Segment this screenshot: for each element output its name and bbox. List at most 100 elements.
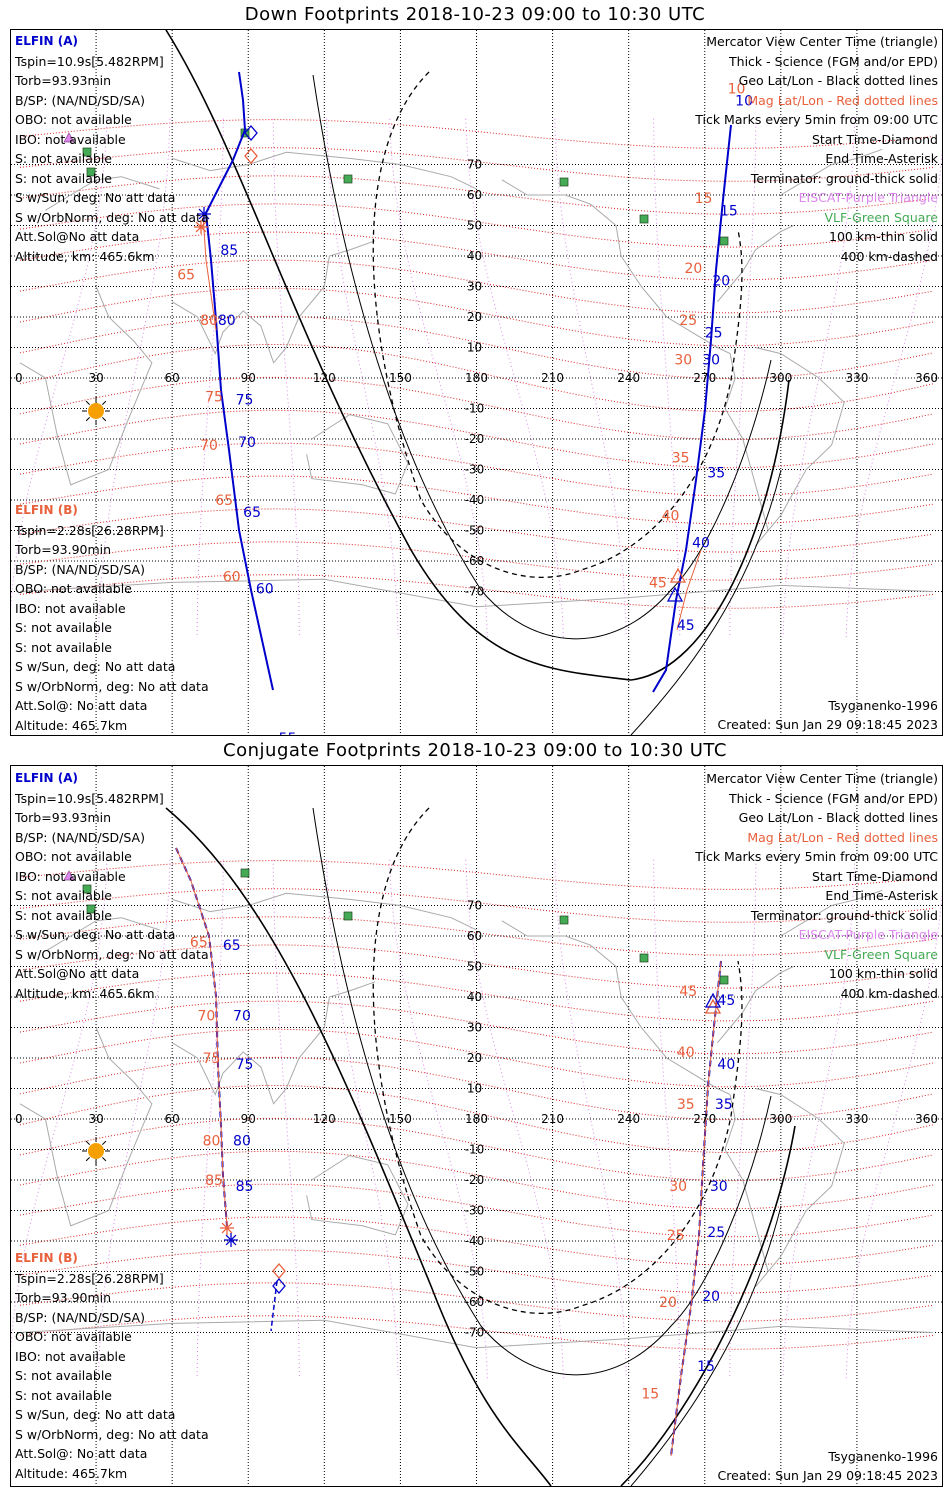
legend-item: Start Time-Diamond [811, 131, 938, 147]
vlf-station-square [82, 147, 92, 157]
lat-tick-label: -20 [465, 1173, 485, 1187]
sun-ray [85, 400, 90, 405]
mag-longitude-line [729, 859, 757, 1379]
lon-tick-label: 240 [617, 1112, 640, 1126]
sc-b-lines: Tspin=2.28s[26.28RPM] Torb=93.90min B/SP: … [15, 521, 209, 736]
legend-item: 100 km-thin solid [829, 966, 938, 981]
legend-item: Tick Marks every 5min from 09:00 UTC [695, 849, 938, 864]
sc-a-label: ELFIN (A) [15, 34, 78, 48]
info-line: Att.Sol@: No att data [15, 1446, 148, 1461]
info-line: OBO: not available [15, 112, 132, 127]
mag-latitude-line [19, 574, 934, 609]
coastline [19, 286, 153, 486]
lon-tick-label: 0 [15, 1112, 23, 1126]
legend-item: 100 km-thin solid [829, 229, 938, 244]
lon-tick-label: 270 [693, 371, 716, 385]
lon-tick-label: 150 [389, 371, 412, 385]
sun-ray [85, 1157, 90, 1162]
info-line: S: not available [15, 151, 112, 166]
legend-item: VLF-Green Square [824, 209, 938, 225]
lat-tick-label: -30 [465, 1204, 485, 1218]
info-line: Tspin=2.28s[26.28RPM] [15, 1270, 164, 1286]
end-asterisk [221, 1222, 233, 1234]
terminator-100km [312, 74, 782, 735]
sc-a-tick-label: 70 [238, 435, 256, 451]
legend: Mercator View Center Time (triangle) Thic… [695, 32, 938, 266]
lon-tick-label: 240 [617, 371, 640, 385]
info-line: IBO: not available [15, 1348, 126, 1364]
sun-icon [88, 1143, 104, 1159]
mag-longitude-line [653, 859, 681, 1379]
sc-b-tick-label: 85 [205, 1173, 223, 1189]
terminator-ground [165, 807, 796, 1486]
lat-tick-label: -30 [465, 463, 485, 477]
sc-a-tick-label: 20 [702, 1289, 720, 1305]
mag-latitude-line [19, 508, 934, 553]
vlf-station-square [343, 174, 353, 184]
coastline [717, 225, 794, 303]
vlf-station-square [343, 911, 353, 921]
info-line: IBO: not available [15, 868, 126, 884]
lon-tick-label: 120 [313, 371, 336, 385]
start-diamond [272, 1278, 286, 1294]
lat-tick-label: -20 [465, 432, 485, 446]
lat-tick-label: -70 [465, 585, 485, 599]
sc-b-info: ELFIN (B) Tspin=2.28s[26.28RPM] Torb=93.9… [15, 1249, 209, 1483]
lon-tick-label: 330 [845, 371, 868, 385]
lon-tick-label: 90 [241, 371, 256, 385]
lat-tick-label: 30 [467, 1021, 482, 1035]
sc-a-tick-label: 45 [717, 993, 735, 1009]
lat-tick-label: 10 [467, 341, 482, 355]
coastline [717, 966, 794, 1044]
info-line: S w/Sun, deg: No att data [15, 927, 176, 942]
legend-item: 400 km-dashed [840, 248, 938, 264]
sc-a-tick-label: 20 [712, 273, 730, 289]
sc-a-tick-label: 45 [677, 618, 695, 634]
legend-item: Thick - Science (FGM and/or EPD) [729, 53, 938, 69]
sc-a-lines: Tspin=10.9s[5.482RPM] Torb=93.93min B/SP: … [15, 52, 209, 267]
legend-item: Mercator View Center Time (triangle) [706, 771, 938, 786]
mag-latitude-line [19, 175, 934, 215]
mag-longitude-line [272, 859, 300, 1379]
terminator-ground [165, 30, 790, 681]
terminator-100km [312, 807, 782, 1486]
info-line: S w/OrbNorm, deg: No att data [15, 1426, 209, 1442]
sc-b-tick-label: 35 [672, 450, 690, 466]
lat-tick-label: -50 [465, 1265, 485, 1279]
sc-a-tick-label: 25 [707, 1225, 725, 1241]
info-line: OBO: not available [15, 581, 132, 596]
end-asterisk [198, 208, 210, 220]
sc-b-tick-label: 65 [177, 267, 195, 283]
sc-b-tick-label: 75 [203, 1051, 221, 1067]
sc-b-label: ELFIN (B) [15, 1251, 78, 1265]
coastline [19, 578, 934, 608]
info-line: IBO: not available [15, 600, 126, 616]
lon-tick-label: 360 [915, 371, 938, 385]
mag-latitude-line [19, 475, 934, 525]
info-line: S: not available [15, 1387, 112, 1403]
info-line: S: not available [15, 170, 112, 186]
info-line: Tspin=10.9s[5.482RPM] [15, 790, 164, 806]
mag-latitude-line [19, 344, 934, 412]
lon-tick-label: 210 [541, 1112, 564, 1126]
sc-b-tick-label: 30 [669, 1179, 687, 1195]
sc-b-tick-label: 60 [223, 569, 241, 585]
coastline [780, 148, 883, 196]
legend-item: Mag Lat/Lon - Red dotted lines [747, 829, 938, 845]
info-line: Tspin=2.28s[26.28RPM] [15, 522, 164, 538]
lon-tick-label: 60 [165, 1112, 180, 1126]
vlf-station-square [559, 177, 569, 187]
info-line: B/SP: (NA/ND/SD/SA) [15, 829, 145, 845]
mag-latitude-line [19, 203, 934, 248]
sc-a-tick-label: 65 [243, 505, 261, 521]
info-line: Att.Sol@No att data [15, 229, 140, 244]
sc-b-tick-label: 25 [667, 1228, 685, 1244]
sc-a-tick-label: 85 [236, 1179, 254, 1195]
info-line: S: not available [15, 888, 112, 903]
sc-b-tick-label: 25 [679, 313, 697, 329]
mag-latitude-line [19, 231, 934, 281]
info-line: S: not available [15, 639, 112, 655]
sc-b-tick-label: 65 [215, 493, 233, 509]
lat-tick-label: 60 [467, 929, 482, 943]
lat-tick-label: 50 [467, 219, 482, 233]
